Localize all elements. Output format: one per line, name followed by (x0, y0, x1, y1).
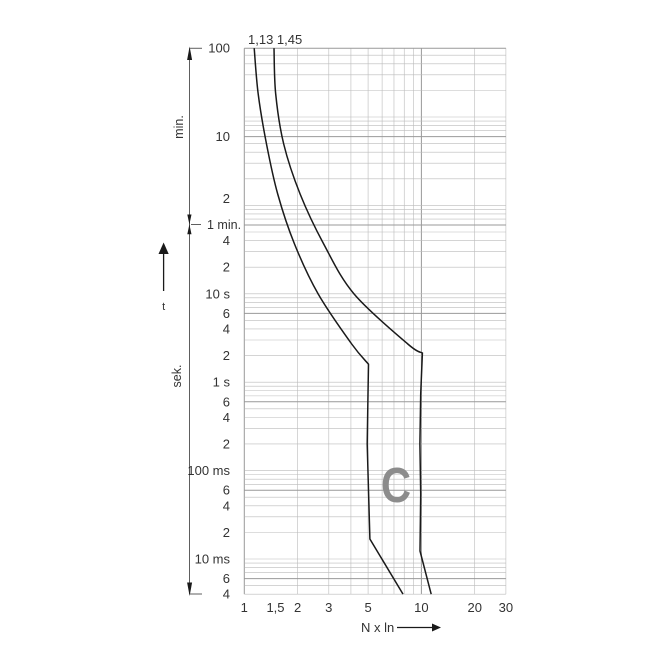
svg-text:4: 4 (223, 321, 230, 336)
svg-text:4: 4 (223, 587, 230, 602)
svg-text:t: t (162, 301, 165, 313)
svg-text:6: 6 (223, 394, 230, 409)
svg-text:1,13 1,45: 1,13 1,45 (248, 32, 302, 47)
svg-text:6: 6 (223, 306, 230, 321)
svg-text:6: 6 (223, 483, 230, 498)
svg-text:30: 30 (499, 600, 513, 615)
svg-text:4: 4 (223, 233, 230, 248)
svg-text:2: 2 (223, 348, 230, 363)
svg-text:min.: min. (172, 115, 186, 139)
svg-text:1: 1 (241, 600, 248, 615)
svg-text:100 ms: 100 ms (187, 463, 230, 478)
svg-text:10 s: 10 s (205, 286, 230, 301)
svg-text:100: 100 (208, 41, 230, 56)
svg-text:3: 3 (325, 600, 332, 615)
svg-text:4: 4 (223, 498, 230, 513)
svg-text:C: C (381, 458, 411, 513)
svg-text:10: 10 (414, 600, 428, 615)
svg-text:1 min.: 1 min. (207, 218, 241, 232)
svg-text:2: 2 (294, 600, 301, 615)
svg-text:1 s: 1 s (213, 375, 231, 390)
svg-text:2: 2 (223, 260, 230, 275)
svg-text:2: 2 (223, 525, 230, 540)
svg-text:4: 4 (223, 410, 230, 425)
svg-text:6: 6 (223, 571, 230, 586)
svg-text:10: 10 (216, 129, 230, 144)
svg-text:2: 2 (223, 191, 230, 206)
svg-text:1,5: 1,5 (266, 600, 284, 615)
svg-text:N x ln: N x ln (361, 620, 394, 635)
svg-text:2: 2 (223, 436, 230, 451)
svg-text:20: 20 (467, 600, 481, 615)
svg-text:sek.: sek. (170, 365, 184, 388)
svg-text:5: 5 (364, 600, 371, 615)
svg-text:10 ms: 10 ms (195, 551, 231, 566)
